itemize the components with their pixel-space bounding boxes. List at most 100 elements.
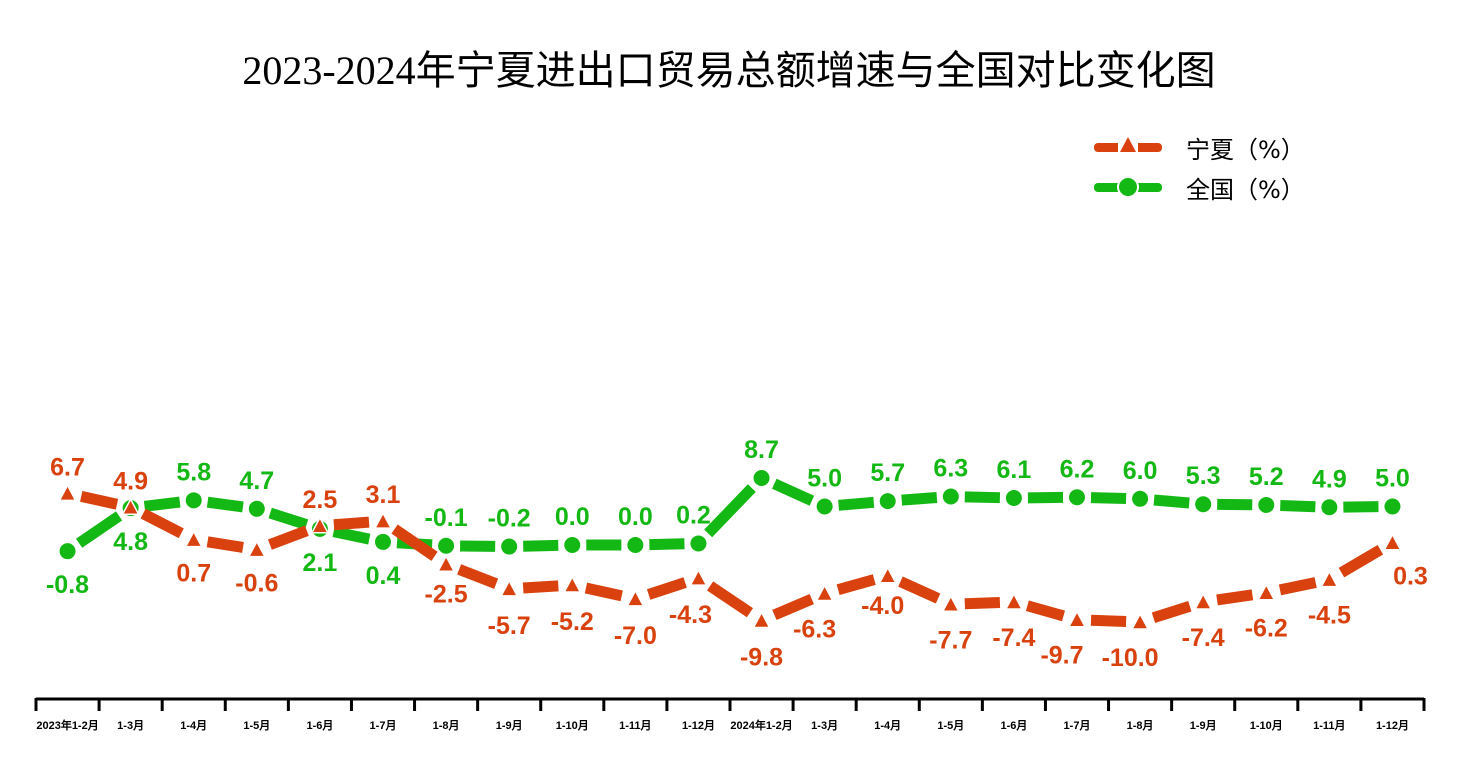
circle-marker-icon <box>1256 494 1277 515</box>
ningxia-data-label: 4.9 <box>113 467 148 495</box>
x-tick-label: 1-4月 <box>874 719 901 732</box>
national-data-label: 6.0 <box>1123 457 1158 485</box>
national-data-label: 4.8 <box>113 528 148 556</box>
ningxia-data-label: -9.8 <box>740 643 783 671</box>
circle-marker-icon <box>751 468 772 489</box>
x-tick-label: 1-8月 <box>1127 719 1154 732</box>
x-tick-label: 1-12月 <box>1376 719 1409 732</box>
x-tick-label: 2023年1-2月 <box>36 718 98 732</box>
triangle-marker-icon <box>1383 533 1402 551</box>
x-tick-label: 1-11月 <box>1313 719 1345 732</box>
circle-marker-icon <box>1067 487 1087 508</box>
national-data-label: 5.2 <box>1249 463 1284 491</box>
x-tick-label: 1-10月 <box>556 719 589 732</box>
chart-title: 2023-2024年宁夏进出口贸易总额增速与全国对比变化图 <box>242 48 1216 93</box>
ningxia-data-label: 3.1 <box>366 481 401 509</box>
circle-marker-icon <box>183 490 204 511</box>
x-tick-label: 1-5月 <box>243 719 270 732</box>
circle-marker-icon <box>57 541 78 562</box>
ningxia-data-label: -6.3 <box>793 616 836 644</box>
triangle-marker-icon <box>184 530 203 548</box>
circle-marker-icon <box>1094 176 1162 198</box>
x-axis: 2023年1-2月 1-3月 1-4月 1-5月 1-6月 1-7月 1-8月 1-9月 1-1… <box>34 697 1426 732</box>
ningxia-data-label: 2.5 <box>303 486 338 514</box>
x-tick-label: 1-4月 <box>180 719 207 732</box>
circle-marker-icon <box>1130 488 1151 509</box>
legend-label: 宁夏（%） <box>1186 135 1305 164</box>
ningxia-data-label: -9.7 <box>1040 642 1083 670</box>
triangle-marker-icon <box>373 511 393 529</box>
x-tick-label: 1-8月 <box>433 719 460 732</box>
circle-marker-icon <box>1193 494 1214 515</box>
circle-marker-icon <box>625 535 646 555</box>
triangle-marker-icon <box>563 575 582 593</box>
x-tick-label: 1-9月 <box>1190 719 1217 732</box>
circle-marker-icon <box>877 491 898 512</box>
national-data-label: 8.7 <box>744 436 779 464</box>
x-tick-label: 1-3月 <box>117 719 144 732</box>
triangle-marker-icon <box>121 497 140 516</box>
x-tick-label: 2024年1-2月 <box>730 718 792 732</box>
legend-item-national: 全国（%） <box>1092 172 1305 204</box>
ningxia-data-label: -2.5 <box>425 580 468 608</box>
x-tick-label: 1-6月 <box>1000 719 1027 732</box>
national-data-label: -0.2 <box>488 505 531 533</box>
triangle-marker-icon <box>499 579 519 597</box>
circle-marker-icon <box>940 486 961 507</box>
ningxia-data-label: -4.0 <box>861 592 904 620</box>
ningxia-data-label: -7.7 <box>929 626 972 654</box>
national-data-label: -0.8 <box>46 571 89 599</box>
national-data-label: 0.4 <box>366 562 401 590</box>
x-tick-label: 1-11月 <box>619 719 651 732</box>
triangle-marker-icon <box>1094 137 1162 154</box>
circle-marker-icon <box>814 496 835 517</box>
triangle-marker-icon <box>689 568 708 586</box>
data-labels: 6.7 4.90.7 -0.62.5 3.1-2.5-5.7 -5.2 -7.0-4.3-… <box>46 436 1428 672</box>
triangle-marker-icon <box>1130 612 1150 630</box>
triangle-marker-icon <box>436 554 456 572</box>
circle-marker-icon <box>562 535 583 555</box>
ningxia-data-label: 0.3 <box>1393 563 1428 591</box>
x-tick-label: 1-3月 <box>811 719 838 732</box>
ningxia-data-label: -5.7 <box>488 612 531 640</box>
x-tick-label: 1-9月 <box>496 719 523 732</box>
ningxia-data-label: -7.0 <box>614 622 657 650</box>
legend-item-ningxia: 宁夏（%） <box>1092 132 1305 164</box>
national-data-label: 4.9 <box>1312 465 1347 493</box>
circle-marker-icon <box>1319 497 1340 518</box>
national-data-label: 6.2 <box>1060 455 1095 483</box>
triangle-marker-icon <box>815 583 834 602</box>
x-tick-label: 1-10月 <box>1250 719 1283 732</box>
triangle-marker-icon <box>58 483 77 502</box>
ningxia-data-label: 6.7 <box>50 453 85 481</box>
triangle-marker-icon <box>1320 570 1339 588</box>
national-data-label: -0.1 <box>425 504 468 532</box>
national-data-label: 2.1 <box>303 549 338 577</box>
circle-marker-icon <box>1382 496 1403 517</box>
ningxia-data-label: -0.6 <box>235 570 278 598</box>
circle-marker-icon <box>373 531 393 552</box>
triangle-marker-icon <box>626 589 645 607</box>
national-data-label: 0.2 <box>676 501 711 529</box>
circle-marker-icon <box>688 533 709 554</box>
ningxia-data-label: 0.7 <box>176 560 211 588</box>
ningxia-data-label: -7.4 <box>1182 624 1225 652</box>
circle-marker-icon <box>499 536 520 557</box>
triangle-marker-icon <box>310 516 330 534</box>
circle-marker-icon <box>1003 488 1024 509</box>
circle-marker-icon <box>436 535 457 556</box>
ningxia-data-label: -4.5 <box>1308 602 1351 630</box>
triangle-marker-icon <box>1004 592 1024 610</box>
triangle-marker-icon <box>878 566 897 584</box>
national-data-label: 0.0 <box>618 503 653 531</box>
triangle-marker-icon <box>1193 592 1213 610</box>
x-tick-label: 1-12月 <box>682 719 715 732</box>
national-data-label: 5.3 <box>1186 462 1221 490</box>
national-data-label: 6.3 <box>933 454 968 482</box>
x-tick-label: 1-7月 <box>1064 719 1091 732</box>
national-data-label: 5.8 <box>176 458 211 486</box>
x-tick-label: 1-6月 <box>306 719 333 732</box>
triangle-marker-icon <box>247 540 267 558</box>
triangle-marker-icon <box>1257 583 1276 601</box>
